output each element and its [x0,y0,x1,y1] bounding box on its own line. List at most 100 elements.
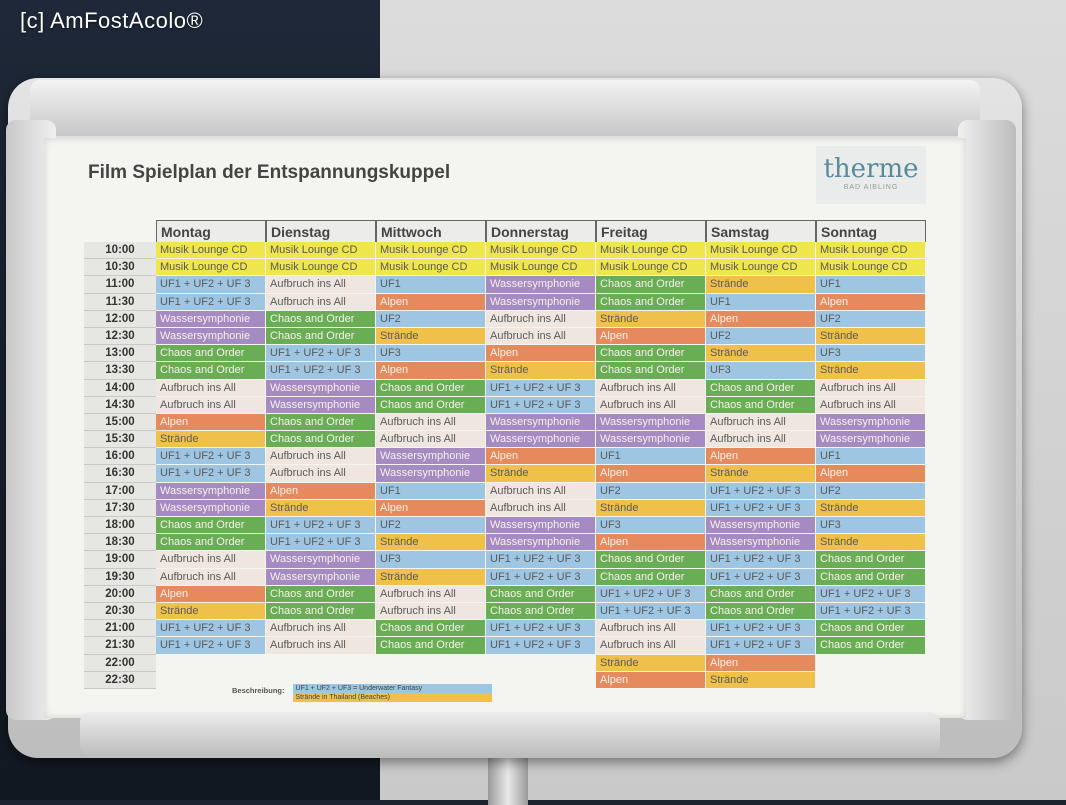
time-slot: 20:00 [84,585,156,603]
schedule-cell: UF3 [376,345,486,363]
schedule-cell: Musik Lounge CD [486,259,596,277]
schedule-cell: Aufbruch ins All [266,448,376,466]
schedule-cell: UF1 + UF2 + UF 3 [596,602,706,621]
schedule-cell: Wassersymphonie [376,448,486,466]
legend-item: UF1 + UF2 + UF3 = Underwater Fantasy [292,684,492,693]
table-row: 20:30 Strände Chaos and Order Aufbruch ins … [84,602,926,621]
schedule-cell: Alpen [376,362,486,380]
schedule-cell: Wassersymphonie [486,293,596,311]
schedule-cell: Chaos and Order [486,602,596,621]
schedule-cell: UF2 [376,310,486,328]
schedule-cell: Wassersymphonie [486,431,596,449]
schedule-cell: Alpen [376,499,486,517]
schedule-cell: Chaos and Order [596,276,706,294]
schedule-cell: UF3 [816,345,926,363]
logo-wordmark: therme [823,154,919,184]
table-row: 18:00 Chaos and Order UF1 + UF2 + UF 3 UF2 W… [84,517,926,535]
schedule-cell: Wassersymphonie [816,431,926,449]
time-slot: 11:30 [84,293,156,311]
schedule-cell: Strände [486,362,596,380]
schedule-cell: UF1 + UF2 + UF 3 [486,620,596,638]
schedule-cell: Aufbruch ins All [706,431,816,449]
schedule-cell: Musik Lounge CD [596,259,706,277]
table-row: 14:30 Aufbruch ins All Wassersymphonie Chao… [84,396,926,414]
schedule-cell [816,655,926,672]
schedule-cell: UF1 + UF2 + UF 3 [706,482,816,500]
schedule-cell [266,655,376,672]
schedule-cell: Strände [156,602,266,621]
time-slot: 17:00 [84,482,156,500]
schedule-cell: Aufbruch ins All [266,637,376,655]
time-slot: 15:30 [84,431,156,449]
schedule-cell: Wassersymphonie [706,517,816,535]
schedule-cell: Wassersymphonie [486,276,596,294]
schedule-cell: Alpen [376,293,486,311]
schedule-cell: Wassersymphonie [596,413,706,432]
schedule-cell: UF3 [816,517,926,535]
schedule-cell: Wassersymphonie [706,534,816,552]
schedule-cell: Alpen [596,327,706,346]
schedule-cell: Chaos and Order [596,293,706,311]
schedule-cell: Chaos and Order [486,585,596,603]
schedule-cell: Chaos and Order [596,551,706,569]
schedule-cell: UF1 + UF2 + UF 3 [486,396,596,414]
schedule-cell: UF1 [376,482,486,500]
schedule-cell: Chaos and Order [816,620,926,638]
schedule-cell: Chaos and Order [596,345,706,363]
legend-item: Strände in Thailand (Beaches) [292,693,492,702]
schedule-cell: UF2 [376,517,486,535]
time-slot: 16:30 [84,465,156,483]
schedule-cell: Strände [156,431,266,449]
schedule-cell: UF1 + UF2 + UF 3 [156,448,266,466]
schedule-cell: Strände [596,310,706,328]
schedule-cell: Aufbruch ins All [486,310,596,328]
schedule-cell: UF1 + UF2 + UF 3 [266,534,376,552]
table-row: 12:00 Wassersymphonie Chaos and Order UF2 Au… [84,310,926,328]
schedule-cell: Wassersymphonie [156,327,266,346]
time-slot: 22:00 [84,654,156,672]
schedule-cell: Aufbruch ins All [156,551,266,569]
table-row: 13:00 Chaos and Order UF1 + UF2 + UF 3 UF3 A… [84,345,926,363]
schedule-cell: Aufbruch ins All [376,602,486,621]
schedule-cell: Musik Lounge CD [816,242,926,260]
schedule-cell: UF1 + UF2 + UF 3 [266,517,376,535]
schedule-cell: Alpen [486,448,596,466]
time-slot: 12:00 [84,310,156,328]
schedule-cell: UF1 + UF2 + UF 3 [486,379,596,397]
schedule-cell: Aufbruch ins All [266,293,376,311]
schedule-cell: Chaos and Order [156,534,266,552]
legend-label: Beschreibung: [232,686,285,695]
schedule-cell: Aufbruch ins All [816,379,926,397]
schedule-cell: UF1 + UF2 + UF 3 [706,620,816,638]
schedule-cell: Musik Lounge CD [156,259,266,277]
schedule-cell: Alpen [596,671,706,689]
schedule-cell: Chaos and Order [816,568,926,586]
schedule-cell: Wassersymphonie [266,396,376,414]
schedule-cell: UF3 [596,517,706,535]
table-row: 15:00 Alpen Chaos and Order Aufbruch ins Al… [84,413,926,432]
day-header-mittwoch: Mittwoch [376,220,486,242]
schedule-cell: Chaos and Order [156,362,266,380]
schedule-cell: UF1 + UF2 + UF 3 [156,276,266,294]
time-slot: 19:00 [84,551,156,569]
schedule-cell: UF1 + UF2 + UF 3 [596,585,706,603]
schedule-cell: Strände [376,568,486,586]
time-slot: 13:30 [84,362,156,380]
table-row: 17:30 Wassersymphonie Strände Alpen Aufbruch… [84,499,926,517]
frame-rail-bottom [80,712,940,756]
schedule-cell: Strände [706,276,816,294]
schedule-cell: Strände [706,671,816,689]
schedule-cell: UF1 + UF2 + UF 3 [486,551,596,569]
schedule-cell: UF1 + UF2 + UF 3 [706,568,816,586]
table-row: 10:30 Musik Lounge CD Musik Lounge CD Musik… [84,259,926,277]
schedule-cell: Strände [376,534,486,552]
table-row: 15:30 Strände Chaos and Order Aufbruch ins … [84,431,926,449]
schedule-cell: Chaos and Order [266,413,376,432]
day-header-freitag: Freitag [596,220,706,242]
schedule-cell: Aufbruch ins All [486,327,596,346]
time-slot: 10:30 [84,259,156,277]
schedule-cell: Alpen [486,345,596,363]
table-row: 21:00 UF1 + UF2 + UF 3 Aufbruch ins All Cha… [84,620,926,638]
schedule-cell: Wassersymphonie [486,413,596,432]
watermark: [c] AmFostAcolo® [20,8,204,33]
